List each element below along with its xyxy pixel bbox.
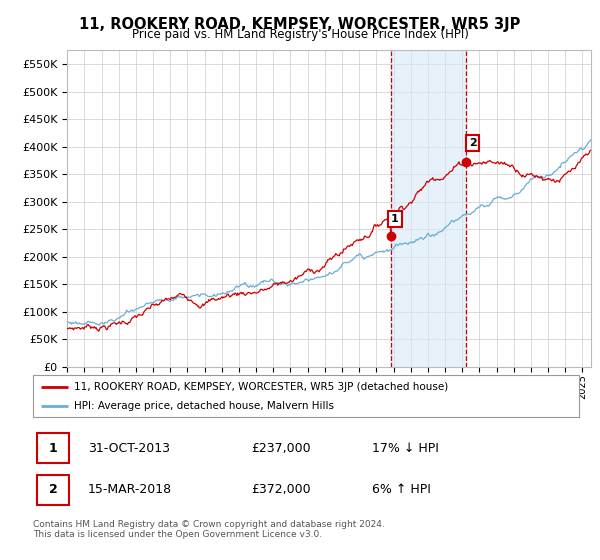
Text: £372,000: £372,000 <box>251 483 311 496</box>
Bar <box>37 475 69 505</box>
Text: 1: 1 <box>391 214 399 224</box>
Text: 31-OCT-2013: 31-OCT-2013 <box>88 442 170 455</box>
Text: 6% ↑ HPI: 6% ↑ HPI <box>371 483 430 496</box>
Bar <box>391 50 466 367</box>
Text: 2: 2 <box>49 483 58 496</box>
Text: HPI: Average price, detached house, Malvern Hills: HPI: Average price, detached house, Malv… <box>74 401 334 411</box>
Text: 2: 2 <box>469 138 476 148</box>
Bar <box>37 433 69 463</box>
Text: £237,000: £237,000 <box>251 442 311 455</box>
Text: 11, ROOKERY ROAD, KEMPSEY, WORCESTER, WR5 3JP (detached house): 11, ROOKERY ROAD, KEMPSEY, WORCESTER, WR… <box>74 381 448 391</box>
Text: 11, ROOKERY ROAD, KEMPSEY, WORCESTER, WR5 3JP: 11, ROOKERY ROAD, KEMPSEY, WORCESTER, WR… <box>79 17 521 32</box>
Text: Contains HM Land Registry data © Crown copyright and database right 2024.
This d: Contains HM Land Registry data © Crown c… <box>33 520 385 539</box>
Text: 15-MAR-2018: 15-MAR-2018 <box>88 483 172 496</box>
Text: 17% ↓ HPI: 17% ↓ HPI <box>371 442 439 455</box>
Text: 1: 1 <box>49 442 58 455</box>
Text: Price paid vs. HM Land Registry's House Price Index (HPI): Price paid vs. HM Land Registry's House … <box>131 28 469 41</box>
